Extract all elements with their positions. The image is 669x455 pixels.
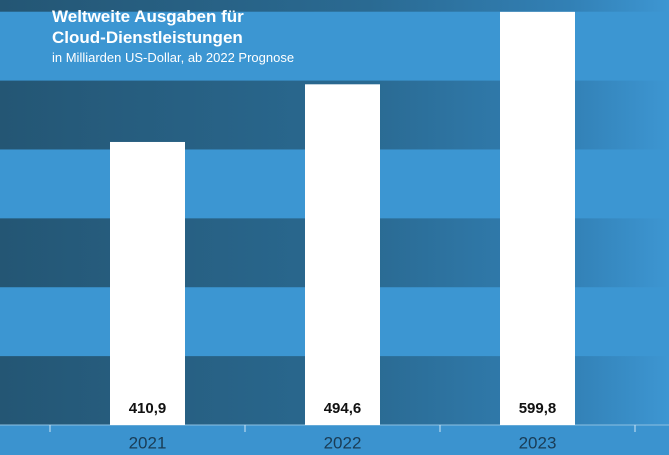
value-label: 599,8: [519, 400, 557, 417]
bar: [500, 11, 575, 425]
chart-title: Weltweite Ausgaben für Cloud-Dienstleist…: [52, 7, 244, 47]
x-tick-label: 2023: [519, 433, 557, 452]
chart-subtitle: in Milliarden US-Dollar, ab 2022 Prognos…: [52, 50, 295, 65]
grid-band: [0, 0, 669, 12]
value-label: 410,9: [129, 400, 167, 417]
value-label: 494,6: [324, 400, 362, 417]
bar: [110, 141, 185, 425]
header: Weltweite Ausgaben für Cloud-Dienstleist…: [52, 6, 302, 65]
bar: [305, 84, 380, 425]
x-tick-label: 2022: [324, 433, 362, 452]
x-tick-label: 2021: [129, 433, 167, 452]
